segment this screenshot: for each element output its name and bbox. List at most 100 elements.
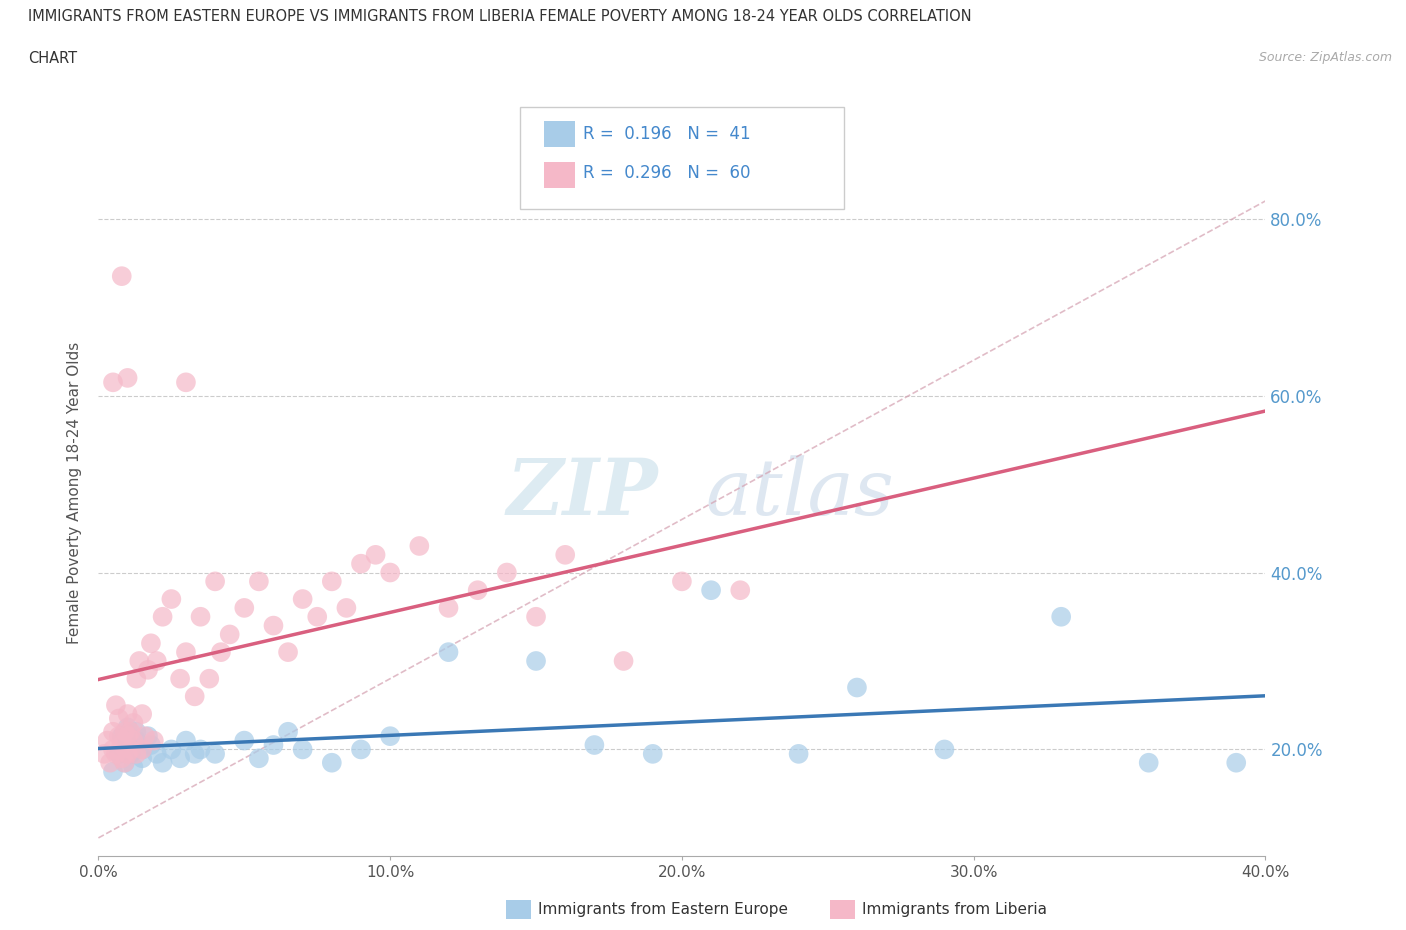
Point <box>128 654 150 669</box>
Point <box>108 747 131 762</box>
Point <box>160 742 183 757</box>
Text: R =  0.196   N =  41: R = 0.196 N = 41 <box>583 125 751 143</box>
Point <box>190 742 212 757</box>
Point <box>378 729 402 744</box>
Point <box>247 751 270 765</box>
Text: atlas: atlas <box>706 455 894 531</box>
Point <box>437 644 460 659</box>
Point <box>125 733 148 748</box>
Point <box>136 729 159 744</box>
Point <box>101 375 124 390</box>
Point <box>641 747 664 762</box>
Point <box>408 538 430 553</box>
Point <box>139 636 162 651</box>
Point <box>218 627 240 642</box>
Point <box>152 755 174 770</box>
Point <box>209 644 232 659</box>
Point <box>134 729 156 744</box>
Point <box>174 644 197 659</box>
Point <box>233 601 256 616</box>
Point <box>146 747 169 762</box>
Point <box>117 729 139 744</box>
Point <box>101 724 124 739</box>
Point <box>233 733 256 748</box>
Point <box>554 548 576 563</box>
Point <box>437 601 460 616</box>
Point <box>111 729 134 744</box>
Point <box>262 737 284 752</box>
Point <box>204 747 226 762</box>
Text: R =  0.296   N =  60: R = 0.296 N = 60 <box>583 164 751 182</box>
Point <box>291 742 314 757</box>
Point <box>120 747 142 762</box>
Point <box>350 742 373 757</box>
Point <box>321 574 343 589</box>
Point <box>131 742 153 757</box>
Point <box>583 737 606 752</box>
Point <box>671 574 693 589</box>
Point <box>114 755 136 770</box>
Point <box>495 565 517 580</box>
Point <box>291 591 314 606</box>
Point <box>111 737 134 752</box>
Point <box>277 644 299 659</box>
Point <box>136 662 159 677</box>
Point <box>122 733 145 748</box>
Point <box>142 733 165 748</box>
Point <box>122 760 145 775</box>
Point <box>335 601 357 616</box>
Point <box>247 574 270 589</box>
Point <box>183 689 205 704</box>
Point <box>169 751 191 765</box>
Text: Immigrants from Eastern Europe: Immigrants from Eastern Europe <box>538 902 789 917</box>
Point <box>125 671 148 686</box>
Point <box>378 565 402 580</box>
Point <box>131 742 153 757</box>
Point <box>111 269 134 284</box>
Point <box>152 609 174 624</box>
Point <box>96 733 118 748</box>
Point <box>350 556 373 571</box>
Point <box>114 755 136 770</box>
Point <box>934 742 956 757</box>
Point <box>139 737 162 752</box>
Point <box>104 747 127 762</box>
Point <box>120 724 142 739</box>
Point <box>122 715 145 730</box>
Point <box>101 742 124 757</box>
Point <box>160 591 183 606</box>
Point <box>117 707 139 722</box>
Point <box>307 609 329 624</box>
Text: IMMIGRANTS FROM EASTERN EUROPE VS IMMIGRANTS FROM LIBERIA FEMALE POVERTY AMONG 1: IMMIGRANTS FROM EASTERN EUROPE VS IMMIGR… <box>28 9 972 24</box>
Point <box>146 654 169 669</box>
Point <box>1137 755 1160 770</box>
Point <box>117 720 139 735</box>
Point <box>101 764 124 779</box>
Point <box>125 747 148 762</box>
Point <box>117 733 139 748</box>
Point <box>120 742 142 757</box>
Point <box>277 724 299 739</box>
Point <box>108 711 131 726</box>
Point <box>104 698 127 712</box>
Point <box>787 747 810 762</box>
Y-axis label: Female Poverty Among 18-24 Year Olds: Female Poverty Among 18-24 Year Olds <box>67 342 83 644</box>
Point <box>98 755 121 770</box>
Point <box>117 747 139 762</box>
Point <box>183 747 205 762</box>
Point <box>198 671 221 686</box>
Point <box>114 724 136 739</box>
Point <box>131 707 153 722</box>
Point <box>204 574 226 589</box>
Text: Source: ZipAtlas.com: Source: ZipAtlas.com <box>1258 51 1392 64</box>
Point <box>174 733 197 748</box>
Point <box>93 747 115 762</box>
Point <box>117 370 139 385</box>
Point <box>845 680 868 695</box>
Point <box>125 724 148 739</box>
Point <box>174 375 197 390</box>
Point <box>728 583 751 598</box>
Point <box>108 729 131 744</box>
Point <box>169 671 191 686</box>
Point <box>467 583 489 598</box>
